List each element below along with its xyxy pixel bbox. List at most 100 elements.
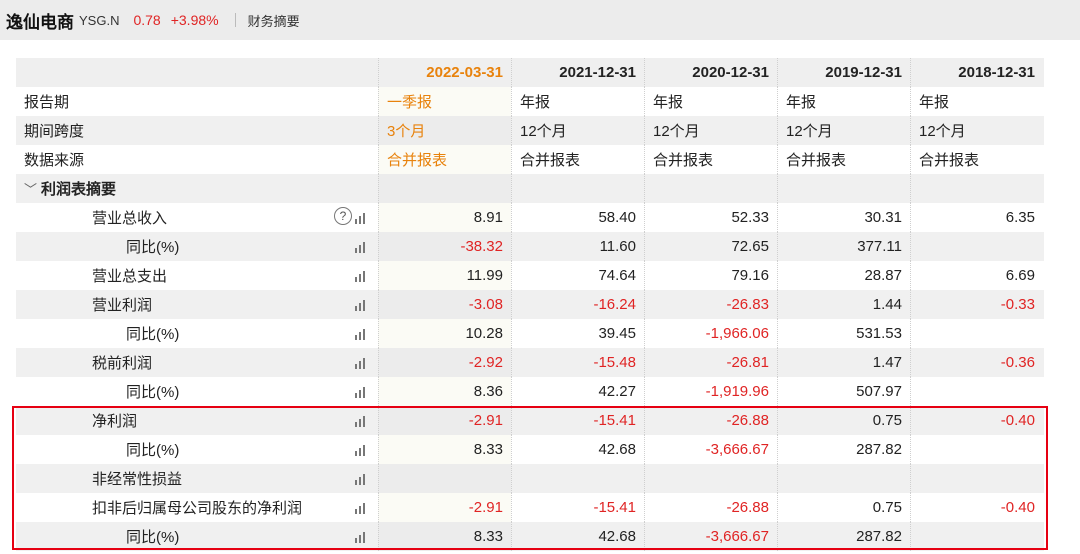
- value-cell: 531.53: [777, 319, 910, 348]
- tab-financial-summary[interactable]: 财务摘要: [247, 13, 300, 29]
- value-cell: 42.68: [511, 435, 644, 464]
- table-row: 非经常性损益: [16, 464, 1044, 493]
- column-header[interactable]: 2021-12-31: [511, 58, 644, 87]
- column-header[interactable]: 2022-03-31: [378, 58, 511, 87]
- row-label: 扣非后归属母公司股东的净利润: [92, 500, 303, 517]
- header-divider: [234, 13, 236, 27]
- value-cell: -26.81: [644, 348, 777, 377]
- row-label: 净利润: [92, 413, 138, 430]
- table-row: 扣非后归属母公司股东的净利润 -2.91 -15.41 -26.88 0.75 -0.40: [16, 493, 1044, 522]
- chevron-down-icon[interactable]: ﹀: [24, 182, 38, 197]
- bar-chart-icon[interactable]: [354, 270, 368, 282]
- row-label-cell: 扣非后归属母公司股东的净利润: [16, 493, 378, 522]
- value-cell: -1,966.06: [644, 319, 777, 348]
- table-row: 同比(%) 8.36 42.27 -1,919.96 507.97: [16, 377, 1044, 406]
- value-cell: 39.45: [511, 319, 644, 348]
- bar-chart-icon[interactable]: [354, 415, 368, 427]
- header-label-cell: [16, 58, 378, 87]
- bar-chart-icon[interactable]: [354, 328, 368, 340]
- value-cell: 42.27: [511, 377, 644, 406]
- bar-chart-icon[interactable]: [354, 444, 368, 456]
- row-label-cell: 营业总支出: [16, 261, 378, 290]
- ticker-symbol: YSG.N: [79, 12, 120, 28]
- table-row: 净利润 -2.91 -15.41 -26.88 0.75 -0.40: [16, 406, 1044, 435]
- value-cell: -26.88: [644, 406, 777, 435]
- value-cell: 58.40: [511, 203, 644, 232]
- value-cell: -0.40: [910, 493, 1043, 522]
- value-cell: 30.31: [777, 203, 910, 232]
- empty-cell: [511, 174, 644, 203]
- value-cell: -2.91: [378, 493, 511, 522]
- empty-cell: [378, 174, 511, 203]
- meta-cell: 合并报表: [378, 145, 511, 174]
- empty-cell: [777, 174, 910, 203]
- meta-cell: 年报: [777, 87, 910, 116]
- meta-cell: 3个月: [378, 116, 511, 145]
- row-label: 税前利润: [92, 355, 153, 372]
- value-cell: 507.97: [777, 377, 910, 406]
- row-label: 同比(%): [126, 326, 180, 343]
- column-header[interactable]: 2019-12-31: [777, 58, 910, 87]
- row-label-cell: 同比(%): [16, 435, 378, 464]
- bar-chart-icon[interactable]: [354, 241, 368, 253]
- value-cell: 11.60: [511, 232, 644, 261]
- value-cell: 377.11: [777, 232, 910, 261]
- row-label-cell: 非经常性损益: [16, 464, 378, 493]
- meta-cell: 年报: [910, 87, 1043, 116]
- bar-chart-icon[interactable]: [354, 212, 368, 224]
- table-header-row: 2022-03-31 2021-12-31 2020-12-31 2019-12-31…: [16, 58, 1044, 87]
- value-cell: [910, 435, 1043, 464]
- meta-cell: 合并报表: [511, 145, 644, 174]
- value-cell: 11.99: [378, 261, 511, 290]
- meta-cell: 年报: [644, 87, 777, 116]
- value-cell: [910, 232, 1043, 261]
- value-cell: 6.69: [910, 261, 1043, 290]
- value-cell: -3,666.67: [644, 435, 777, 464]
- value-cell: 1.47: [777, 348, 910, 377]
- bar-chart-icon[interactable]: [354, 531, 368, 543]
- row-label: 数据来源: [24, 152, 85, 169]
- bar-chart-icon[interactable]: [354, 473, 368, 485]
- column-header[interactable]: 2018-12-31: [910, 58, 1043, 87]
- value-cell: 52.33: [644, 203, 777, 232]
- row-label: 同比(%): [126, 239, 180, 256]
- value-cell: -0.36: [910, 348, 1043, 377]
- row-label-cell: 税前利润: [16, 348, 378, 377]
- row-label-cell: 数据来源: [16, 145, 378, 174]
- bar-chart-icon[interactable]: [354, 357, 368, 369]
- financial-summary-table: 2022-03-31 2021-12-31 2020-12-31 2019-12-31…: [16, 58, 1044, 551]
- value-cell: -16.24: [511, 290, 644, 319]
- row-label: 非经常性损益: [92, 471, 183, 488]
- value-cell: [644, 464, 777, 493]
- meta-cell: 12个月: [910, 116, 1043, 145]
- value-cell: 287.82: [777, 522, 910, 551]
- table-row: 营业总收入? 8.91 58.40 52.33 30.31 6.35: [16, 203, 1044, 232]
- bar-chart-icon[interactable]: [354, 299, 368, 311]
- help-icon[interactable]: ?: [334, 207, 352, 225]
- row-label: 同比(%): [126, 384, 180, 401]
- stock-price: 0.78: [133, 12, 161, 28]
- value-cell: -38.32: [378, 232, 511, 261]
- value-cell: [777, 464, 910, 493]
- value-cell: -2.91: [378, 406, 511, 435]
- meta-cell: 年报: [511, 87, 644, 116]
- value-cell: [910, 464, 1043, 493]
- section-label-cell[interactable]: ﹀ 利润表摘要: [16, 174, 378, 203]
- bar-chart-icon[interactable]: [354, 502, 368, 514]
- row-label-cell: 报告期: [16, 87, 378, 116]
- table-row: 同比(%) -38.32 11.60 72.65 377.11: [16, 232, 1044, 261]
- row-label: 营业总收入: [92, 210, 168, 227]
- value-cell: [910, 377, 1043, 406]
- section-row[interactable]: ﹀ 利润表摘要: [16, 174, 1044, 203]
- row-label: 同比(%): [126, 442, 180, 459]
- row-label: 报告期: [24, 94, 70, 111]
- column-header[interactable]: 2020-12-31: [644, 58, 777, 87]
- bar-chart-icon[interactable]: [354, 386, 368, 398]
- meta-cell: 12个月: [777, 116, 910, 145]
- value-cell: 8.36: [378, 377, 511, 406]
- row-label-cell: 同比(%): [16, 319, 378, 348]
- value-cell: -26.88: [644, 493, 777, 522]
- row-label: 营业总支出: [92, 268, 168, 285]
- value-cell: 8.91: [378, 203, 511, 232]
- value-cell: -2.92: [378, 348, 511, 377]
